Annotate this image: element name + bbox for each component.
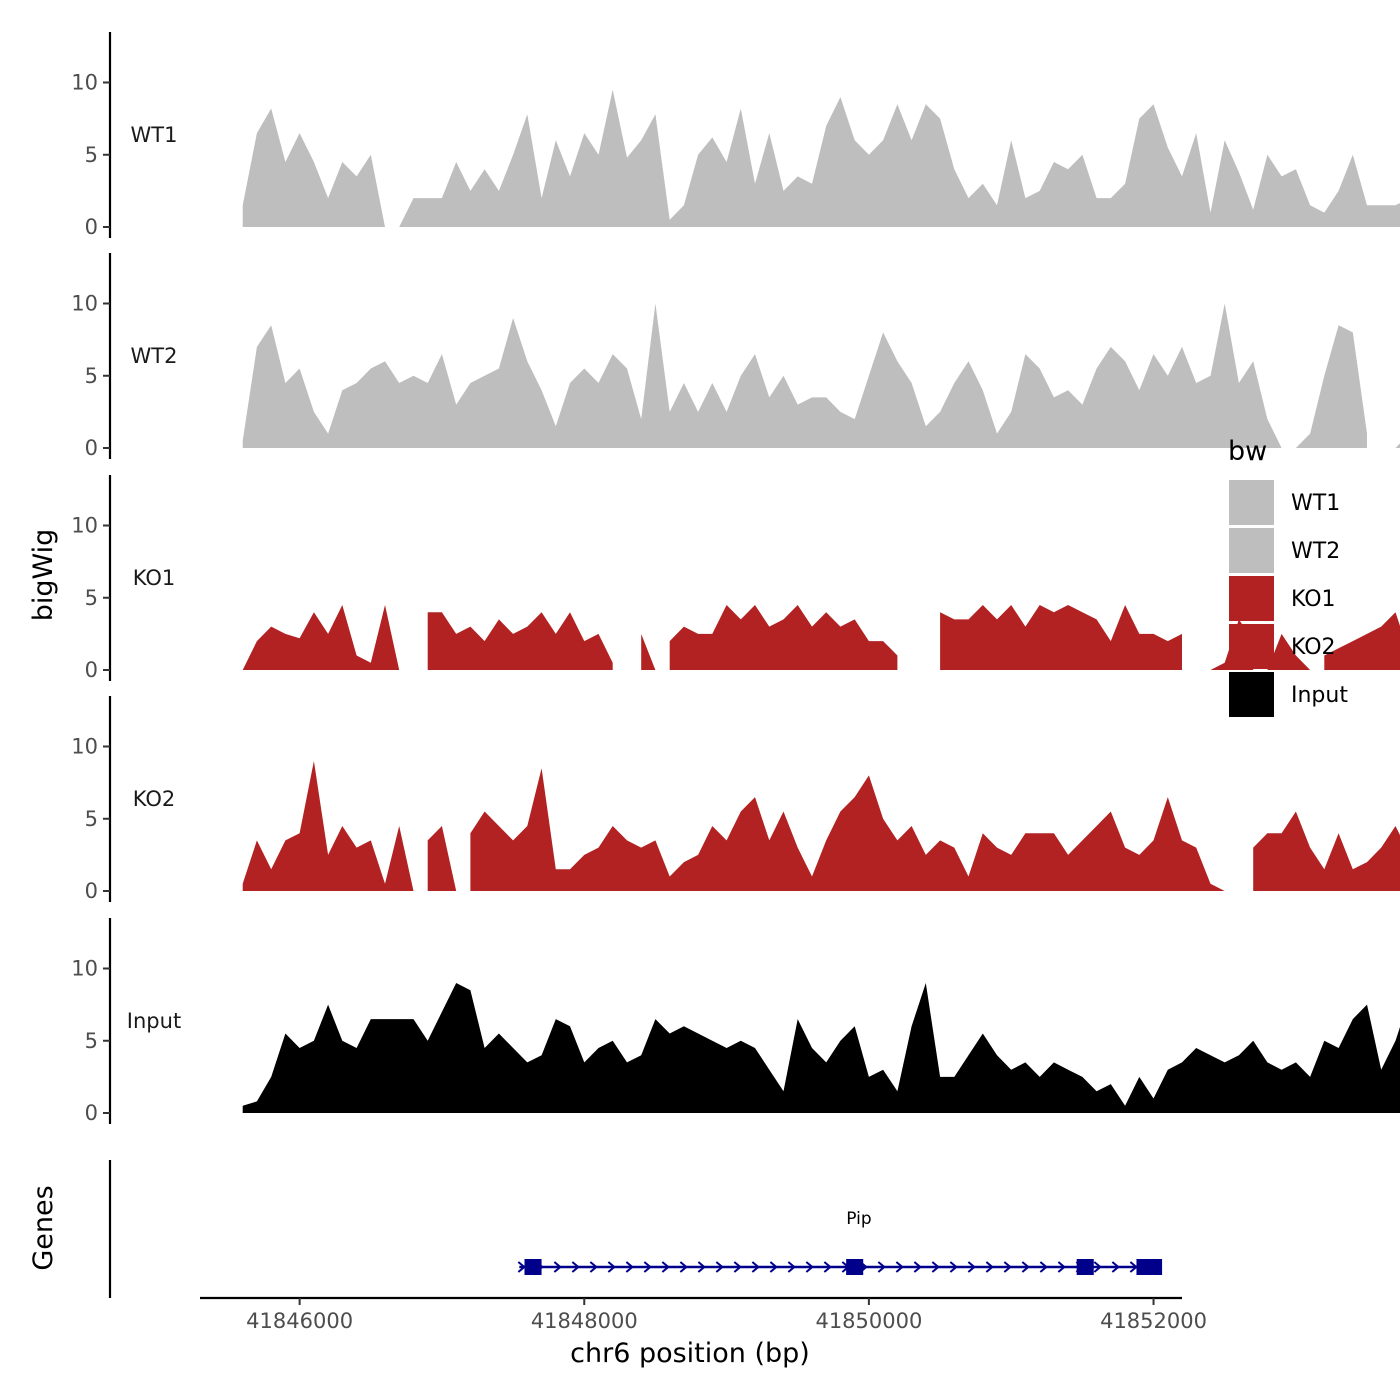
strand-arrow (517, 1261, 526, 1273)
strand-arrow (697, 1261, 706, 1273)
strand-arrow (571, 1261, 580, 1273)
x-axis: 41846000 41848000 41850000 41852000 (200, 1296, 1207, 1333)
track-ko2: 0 5 10 KO2 (71, 696, 1400, 903)
y-tick-label: 10 (71, 514, 98, 538)
strand-arrow (967, 1261, 976, 1273)
track-wt2: 0 5 10 WT2 (71, 253, 1400, 460)
y-tick-label: 5 (85, 364, 98, 388)
gene-exon (1136, 1259, 1163, 1275)
strand-arrow (1039, 1261, 1048, 1273)
gene-name-label: Pip (846, 1209, 871, 1229)
gene-exon (1076, 1259, 1094, 1275)
coverage-area (242, 605, 1400, 670)
strand-arrow (553, 1261, 562, 1273)
strand-arrow (769, 1261, 778, 1273)
y-tick-label: 5 (85, 586, 98, 610)
y-tick-label: 10 (71, 292, 98, 316)
x-tick-label: 41846000 (246, 1309, 353, 1333)
strand-arrow (607, 1261, 616, 1273)
legend-swatch-ko1 (1229, 576, 1274, 621)
x-axis-title: chr6 position (bp) (570, 1338, 810, 1369)
y-tick-label: 10 (71, 735, 98, 759)
strand-arrow (643, 1261, 652, 1273)
y-tick-label: 0 (85, 1101, 98, 1125)
strand-arrow (877, 1261, 886, 1273)
y-axis-title: bigWig (28, 529, 59, 622)
legend-label-ko2: KO2 (1291, 635, 1336, 660)
strand-arrow (895, 1261, 904, 1273)
y-tick-label: 5 (85, 807, 98, 831)
track-label-wt1: WT1 (131, 123, 178, 147)
strand-arrow (913, 1261, 922, 1273)
strand-arrow (589, 1261, 598, 1273)
track-input: 0 5 10 Input (71, 918, 1400, 1125)
strand-arrow (787, 1261, 796, 1273)
legend-title: bw (1228, 436, 1267, 467)
y-tick-label: 0 (85, 879, 98, 903)
coverage-area (242, 303, 1400, 448)
track-label-input: Input (127, 1009, 181, 1033)
legend-label-input: Input (1291, 683, 1348, 708)
track-label-ko1: KO1 (133, 566, 176, 590)
genes-axis-title: Genes (28, 1185, 59, 1270)
legend: bw WT1 WT2 KO1 KO2 Input (1228, 436, 1348, 717)
legend-label-ko1: KO1 (1291, 587, 1336, 612)
y-tick-label: 0 (85, 436, 98, 460)
strand-arrow (1021, 1261, 1030, 1273)
y-tick-label: 0 (85, 215, 98, 239)
gene-exon (524, 1259, 542, 1275)
strand-arrow (625, 1261, 634, 1273)
legend-swatch-input (1229, 672, 1274, 717)
y-tick-label: 10 (71, 957, 98, 981)
y-tick-label: 10 (71, 71, 98, 95)
coverage-area (242, 983, 1400, 1113)
strand-arrow (733, 1261, 742, 1273)
track-label-ko2: KO2 (133, 787, 176, 811)
legend-label-wt2: WT2 (1291, 539, 1340, 564)
coverage-area (242, 761, 1400, 891)
genes-track: Pip (108, 1160, 1163, 1298)
strand-arrow (751, 1261, 760, 1273)
strand-arrow (985, 1261, 994, 1273)
gene-exon (846, 1259, 864, 1275)
bigwig-tracks: 0 5 10 WT1 0 5 10 WT2 0 5 10 KO1 0 5 10 KO2 0 5 10 Input (71, 32, 1400, 1125)
strand-arrow (1003, 1261, 1012, 1273)
strand-arrow (805, 1261, 814, 1273)
legend-label-wt1: WT1 (1291, 491, 1340, 516)
x-tick-label: 41848000 (531, 1309, 638, 1333)
legend-swatch-ko2 (1229, 624, 1274, 669)
x-tick-label: 41850000 (815, 1309, 922, 1333)
track-label-wt2: WT2 (131, 344, 178, 368)
strand-arrow (1111, 1261, 1120, 1273)
strand-arrow (931, 1261, 940, 1273)
strand-arrow (1129, 1261, 1138, 1273)
strand-arrow (1057, 1261, 1066, 1273)
y-tick-label: 5 (85, 1029, 98, 1053)
x-tick-label: 41852000 (1100, 1309, 1207, 1333)
strand-arrow (1093, 1261, 1102, 1273)
strand-arrow (661, 1261, 670, 1273)
y-tick-label: 0 (85, 658, 98, 682)
legend-swatch-wt2 (1229, 528, 1274, 573)
y-tick-label: 5 (85, 143, 98, 167)
strand-arrow (715, 1261, 724, 1273)
legend-swatch-wt1 (1229, 480, 1274, 525)
track-wt1: 0 5 10 WT1 (71, 32, 1400, 239)
strand-arrow (949, 1261, 958, 1273)
track-ko1: 0 5 10 KO1 (71, 475, 1400, 682)
strand-arrow (823, 1261, 832, 1273)
strand-arrow (679, 1261, 688, 1273)
coverage-area (242, 89, 1400, 227)
